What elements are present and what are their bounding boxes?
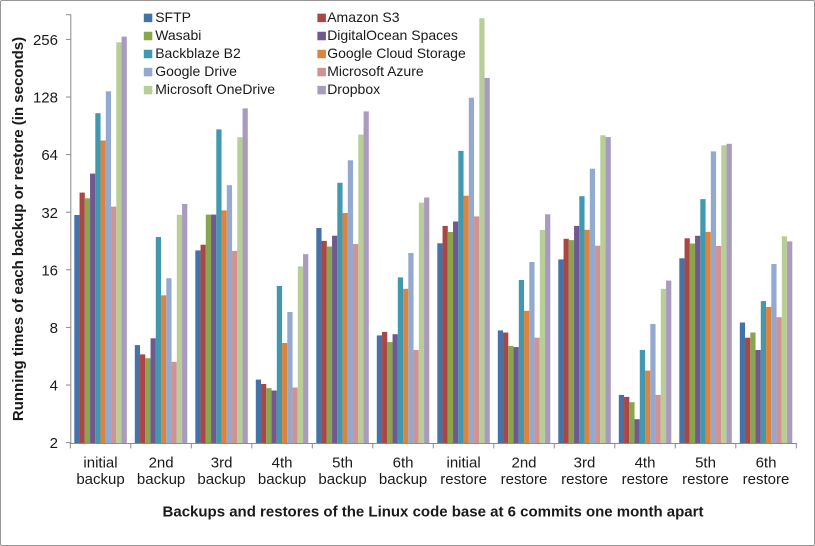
svg-text:Google Cloud Storage: Google Cloud Storage	[327, 45, 466, 61]
svg-text:backup: backup	[258, 471, 306, 488]
svg-text:Microsoft OneDrive: Microsoft OneDrive	[155, 81, 275, 97]
svg-text:4: 4	[50, 378, 58, 395]
svg-text:restore: restore	[561, 471, 608, 488]
svg-text:backup: backup	[318, 471, 366, 488]
svg-text:Backups and restores of the Li: Backups and restores of the Linux code b…	[163, 504, 704, 521]
svg-text:64: 64	[41, 147, 58, 164]
svg-text:2nd: 2nd	[149, 455, 174, 472]
svg-text:128: 128	[33, 90, 58, 107]
svg-text:6th: 6th	[756, 455, 777, 472]
svg-text:6th: 6th	[393, 455, 414, 472]
svg-text:Google Drive: Google Drive	[155, 63, 237, 79]
svg-text:backup: backup	[137, 471, 185, 488]
svg-text:restore: restore	[622, 471, 669, 488]
svg-text:backup: backup	[76, 471, 124, 488]
svg-text:Running times of each backup o: Running times of each backup or restore …	[10, 37, 27, 421]
svg-text:4th: 4th	[635, 455, 656, 472]
svg-text:Microsoft Azure: Microsoft Azure	[327, 63, 424, 79]
svg-text:8: 8	[50, 320, 58, 337]
svg-text:5th: 5th	[332, 455, 353, 472]
svg-text:3rd: 3rd	[211, 455, 233, 472]
svg-text:4th: 4th	[272, 455, 293, 472]
svg-text:backup: backup	[379, 471, 427, 488]
svg-text:2nd: 2nd	[511, 455, 536, 472]
svg-text:initial: initial	[83, 455, 117, 472]
svg-text:DigitalOcean Spaces: DigitalOcean Spaces	[327, 27, 458, 43]
svg-text:Dropbox: Dropbox	[327, 81, 380, 97]
svg-text:16: 16	[41, 262, 58, 279]
svg-text:5th: 5th	[695, 455, 716, 472]
svg-text:3rd: 3rd	[574, 455, 596, 472]
svg-text:restore: restore	[440, 471, 487, 488]
svg-text:Amazon S3: Amazon S3	[327, 9, 400, 25]
svg-text:restore: restore	[743, 471, 790, 488]
svg-text:Backblaze B2: Backblaze B2	[155, 45, 241, 61]
svg-text:256: 256	[33, 32, 58, 49]
svg-text:initial: initial	[447, 455, 481, 472]
svg-text:32: 32	[41, 205, 58, 222]
svg-text:restore: restore	[501, 471, 548, 488]
svg-text:2: 2	[50, 435, 58, 452]
svg-text:backup: backup	[197, 471, 245, 488]
svg-text:SFTP: SFTP	[155, 9, 191, 25]
svg-text:Wasabi: Wasabi	[155, 27, 201, 43]
svg-text:restore: restore	[682, 471, 729, 488]
